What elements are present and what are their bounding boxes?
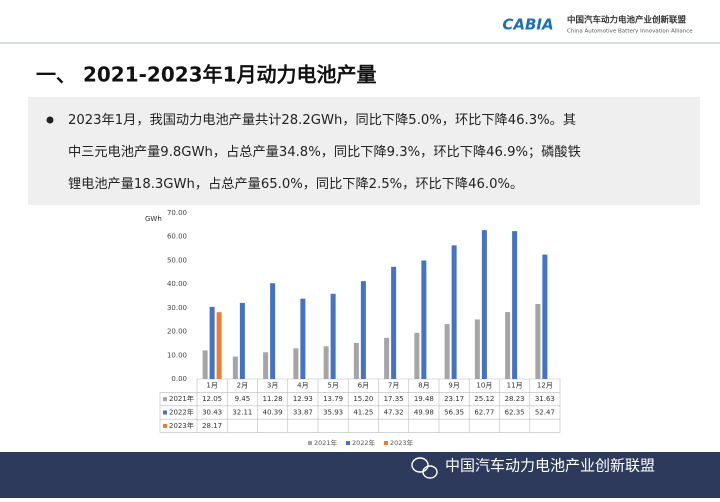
data-label: 28.17 — [202, 422, 222, 430]
data-label: 56.35 — [444, 409, 464, 417]
legend-key — [346, 441, 350, 445]
data-label: 47.32 — [384, 409, 404, 417]
summary-box — [28, 97, 700, 205]
bar — [421, 260, 427, 379]
slide-title: 一、 2021-2023年1月动力电池产量 — [36, 63, 377, 87]
bar — [216, 312, 222, 379]
bar — [323, 346, 329, 379]
table-series-name: 2023年 — [169, 421, 194, 430]
data-label: 52.47 — [535, 409, 555, 417]
x-tick-label: 3月 — [267, 382, 278, 390]
data-label: 28.23 — [505, 395, 525, 403]
bar — [451, 245, 457, 379]
data-label: 41.25 — [353, 409, 373, 417]
data-label: 49.98 — [414, 409, 434, 417]
summary-line: 锂电池产量18.3GWh，占总产量65.0%，同比下降2.5%，环比下降46.0… — [68, 176, 523, 192]
y-tick-label: 20.00 — [167, 328, 187, 336]
summary-line: 2023年1月，我国动力电池产量共计28.2GWh，同比下降5.0%，环比下降4… — [68, 112, 576, 128]
data-label: 62.77 — [474, 409, 494, 417]
bar — [542, 254, 548, 379]
data-label: 17.35 — [384, 395, 404, 403]
y-tick-label: 70.00 — [167, 209, 187, 217]
data-label: 19.48 — [414, 395, 434, 403]
footer-band — [0, 452, 720, 498]
data-label: 31.63 — [535, 395, 555, 403]
bar — [270, 283, 276, 379]
table-series-name: 2022年 — [169, 408, 194, 417]
y-tick-label: 30.00 — [167, 304, 187, 312]
legend-key — [308, 441, 312, 445]
data-label: 32.11 — [232, 409, 252, 417]
bar — [391, 266, 397, 379]
data-label: 40.39 — [263, 409, 283, 417]
x-tick-label: 1月 — [206, 382, 217, 390]
legend-label: 2022年 — [352, 438, 376, 447]
bar — [263, 352, 269, 379]
bar — [535, 303, 541, 379]
y-tick-label: 40.00 — [167, 280, 187, 288]
footer-text: 中国汽车动力电池产业创新联盟 — [445, 457, 655, 475]
data-label: 62.35 — [505, 409, 525, 417]
x-tick-label: 8月 — [418, 382, 429, 390]
x-tick-label: 7月 — [388, 382, 399, 390]
bar — [209, 306, 215, 379]
table-series-name: 2021年 — [169, 394, 194, 403]
data-label: 30.43 — [202, 409, 222, 417]
y-axis-label: GWh — [145, 215, 162, 223]
bar — [293, 348, 299, 379]
data-label: 9.45 — [235, 395, 251, 403]
x-tick-label: 11月 — [507, 382, 523, 390]
bar — [353, 342, 359, 379]
table-legend-key — [163, 423, 167, 428]
y-tick-label: 50.00 — [167, 256, 187, 264]
data-label: 11.28 — [263, 395, 283, 403]
bar — [481, 230, 487, 379]
legend-label: 2023年 — [390, 438, 414, 447]
legend-key — [384, 441, 388, 445]
y-tick-label: 60.00 — [167, 233, 187, 241]
bar — [239, 302, 245, 379]
data-label: 35.93 — [323, 409, 343, 417]
bar — [202, 350, 208, 379]
data-label: 12.05 — [202, 395, 222, 403]
bar — [505, 312, 511, 379]
data-label: 12.93 — [293, 395, 313, 403]
data-label: 15.20 — [353, 395, 373, 403]
bar — [360, 281, 366, 379]
bar — [474, 319, 480, 379]
y-tick-label: 10.00 — [167, 351, 187, 359]
bar — [512, 231, 518, 379]
legend-label: 2021年 — [314, 438, 338, 447]
data-label: 25.12 — [474, 395, 494, 403]
bar — [300, 298, 306, 379]
x-tick-label: 12月 — [537, 382, 553, 390]
x-tick-label: 4月 — [297, 382, 308, 390]
y-tick-label: 0.00 — [171, 375, 187, 383]
logo: CABIA — [502, 16, 553, 34]
x-tick-label: 2月 — [237, 382, 248, 390]
x-tick-label: 6月 — [358, 382, 369, 390]
bar — [384, 337, 390, 379]
bar — [232, 356, 238, 379]
x-tick-label: 10月 — [476, 382, 492, 390]
x-tick-label: 9月 — [448, 382, 459, 390]
table-legend-key — [163, 397, 167, 402]
bar — [444, 324, 450, 379]
org-en: China Automotive Battery Innovation Alli… — [567, 29, 693, 35]
summary-line: 中三元电池产量9.8GWh，占总产量34.8%，同比下降9.3%，环比下降46.… — [68, 144, 581, 160]
data-label: 13.79 — [323, 395, 343, 403]
table-legend-key — [163, 410, 167, 415]
org-cn: 中国汽车动力电池产业创新联盟 — [567, 15, 687, 26]
x-tick-label: 5月 — [327, 382, 338, 390]
wechat-icon — [411, 457, 438, 479]
bullet — [46, 116, 54, 124]
bar — [330, 293, 336, 379]
data-label: 23.17 — [444, 395, 464, 403]
data-label: 33.87 — [293, 409, 313, 417]
bar — [414, 332, 420, 379]
